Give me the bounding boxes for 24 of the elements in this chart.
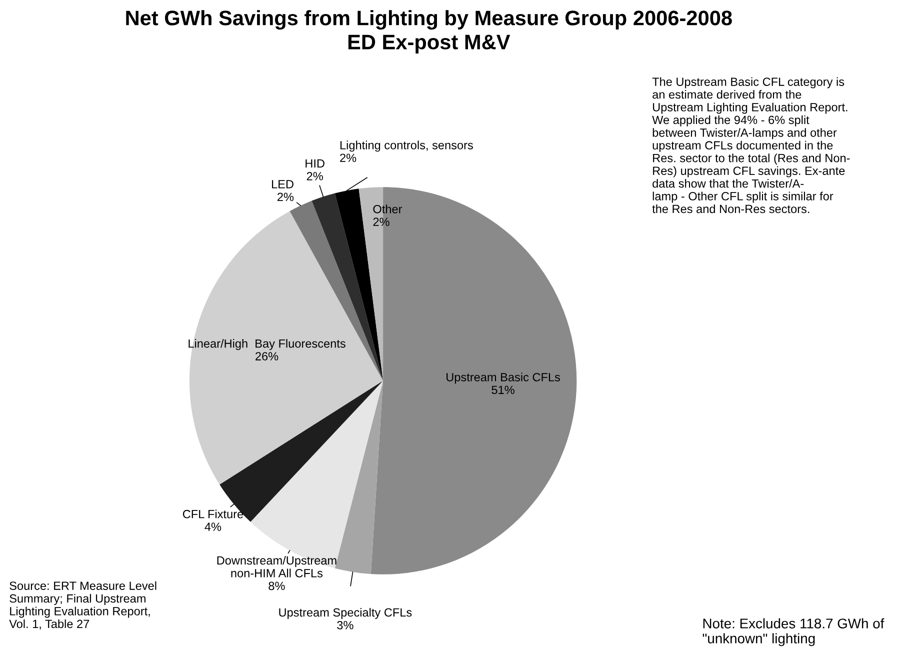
pie-slice	[334, 380, 384, 574]
data-label: 2%	[373, 218, 390, 226]
slice-label: Downstream/Upstream non-HIM All CFLs	[217, 556, 336, 578]
slice-label: Lighting controls, sensors	[340, 140, 473, 152]
data-label: 3%	[337, 620, 354, 630]
source-note: Source: ERT Measure Level Summary; Final Upstream Lighting Evaluation Report, Vol. 1, Table 27	[9, 581, 156, 630]
text: The Upstream Basic CFL category is an estimate derived from the Upstream Lighting Evaluation Report. We applied the 94% - 6% split between Twister/A-lamps and other upstream CFLs documented in the Res. sector to the total (Res and Non- Res) upstream CFL savings. Ex-ante data show that the Twister/A- lamp - Other CFL split is similar for the Res and Non-Res sectors.	[652, 77, 850, 214]
slice-label: Linear/High Bay Fluorescents	[188, 339, 346, 350]
data-label: 2%	[278, 192, 294, 202]
data-label: 2%	[340, 154, 356, 162]
slice-label: Other	[373, 204, 402, 214]
slice-label: Upstream Specialty CFLs	[279, 608, 412, 619]
slice-label: Upstream Basic CFLs	[446, 372, 560, 384]
pie-slice	[370, 187, 577, 574]
data-label: 2%	[306, 172, 323, 180]
data-label: 26%	[256, 352, 278, 360]
slice-label: LED	[272, 180, 294, 188]
slice-label: HID	[306, 159, 324, 168]
data-label: 4%	[204, 522, 222, 531]
data-label: 51%	[492, 386, 514, 394]
chart-title: Net GWh Savings from Lighting by Measure Group 2006-2008 ED Ex-post M&V	[126, 10, 732, 54]
slice-label: CFL Fixture	[182, 510, 244, 518]
text: Note: Excludes 118.7 GWh of "unknown" lighting	[702, 618, 884, 646]
data-label: 8%	[268, 582, 285, 590]
